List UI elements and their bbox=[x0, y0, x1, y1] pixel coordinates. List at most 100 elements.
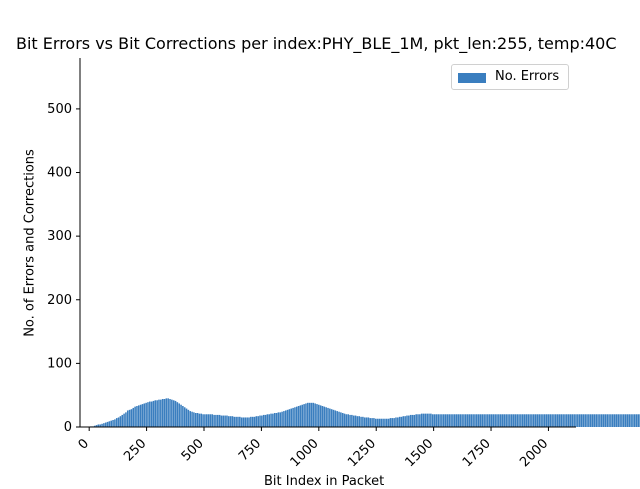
chart-title: Bit Errors vs Bit Corrections per index:… bbox=[16, 34, 617, 53]
error-bar bbox=[114, 419, 116, 427]
error-bar bbox=[380, 419, 382, 427]
error-bar bbox=[127, 410, 129, 427]
error-bar bbox=[369, 418, 371, 427]
error-bar bbox=[287, 410, 289, 427]
error-bar bbox=[237, 417, 239, 427]
error-bar bbox=[467, 414, 469, 427]
error-bar bbox=[151, 402, 153, 427]
error-bar bbox=[428, 414, 430, 427]
error-bar bbox=[443, 414, 445, 427]
error-bar bbox=[496, 414, 498, 427]
error-bar bbox=[338, 412, 340, 427]
error-bar bbox=[386, 419, 388, 427]
error-bar bbox=[390, 418, 392, 427]
error-bar bbox=[555, 414, 557, 427]
error-bar bbox=[144, 403, 146, 427]
error-bar bbox=[252, 417, 254, 427]
error-bar bbox=[557, 414, 559, 427]
error-bar bbox=[217, 415, 219, 427]
error-bar bbox=[368, 417, 370, 427]
error-bar bbox=[125, 412, 127, 427]
error-bar bbox=[399, 417, 401, 427]
error-bar bbox=[371, 418, 373, 427]
error-bar bbox=[414, 415, 416, 427]
error-bar bbox=[342, 413, 344, 427]
error-bar bbox=[270, 414, 272, 427]
error-bar bbox=[105, 423, 107, 427]
error-bar bbox=[156, 400, 158, 427]
error-bar bbox=[403, 416, 405, 427]
error-bar bbox=[118, 417, 120, 427]
error-bar bbox=[276, 413, 278, 427]
error-bar bbox=[586, 414, 588, 427]
error-bar bbox=[638, 414, 640, 427]
error-bar bbox=[388, 419, 390, 427]
error-bar bbox=[110, 421, 112, 427]
error-bar bbox=[540, 414, 542, 427]
error-bar bbox=[436, 414, 438, 427]
error-bar bbox=[302, 405, 304, 427]
x-tick-label: 2000 bbox=[517, 436, 551, 470]
error-bar bbox=[533, 414, 535, 427]
error-bar bbox=[425, 414, 427, 427]
error-bar bbox=[606, 414, 608, 427]
error-bar bbox=[628, 414, 630, 427]
error-bar bbox=[351, 415, 353, 427]
error-bar bbox=[421, 414, 423, 427]
error-bar bbox=[226, 416, 228, 427]
error-bar bbox=[535, 414, 537, 427]
error-bar bbox=[107, 422, 109, 427]
error-bar bbox=[450, 414, 452, 427]
error-bar bbox=[200, 414, 202, 427]
error-bar bbox=[175, 401, 177, 427]
error-bar bbox=[564, 414, 566, 427]
error-bar bbox=[537, 414, 539, 427]
error-bar bbox=[250, 417, 252, 427]
error-bar bbox=[550, 414, 552, 427]
error-bar bbox=[245, 417, 247, 427]
error-bar bbox=[109, 421, 111, 427]
error-bar bbox=[518, 414, 520, 427]
error-bar bbox=[254, 417, 256, 427]
error-bar bbox=[162, 399, 164, 427]
error-bar bbox=[313, 403, 315, 427]
legend-label: No. Errors bbox=[495, 69, 559, 84]
error-bar bbox=[294, 407, 296, 427]
error-bar bbox=[393, 418, 395, 427]
error-bar bbox=[171, 400, 173, 427]
error-bar bbox=[309, 403, 311, 427]
error-bar bbox=[392, 418, 394, 427]
error-bar bbox=[145, 403, 147, 427]
error-bar bbox=[267, 414, 269, 427]
error-bar bbox=[579, 414, 581, 427]
error-bar bbox=[123, 414, 125, 427]
error-bar bbox=[290, 409, 292, 427]
error-bar bbox=[224, 416, 226, 427]
error-bar bbox=[601, 414, 603, 427]
error-bar bbox=[303, 404, 305, 427]
y-tick-label: 500 bbox=[47, 102, 72, 117]
error-bar bbox=[553, 414, 555, 427]
error-bar bbox=[610, 414, 612, 427]
error-bar bbox=[263, 415, 265, 427]
error-bar bbox=[406, 416, 408, 427]
error-bar bbox=[353, 416, 355, 427]
error-bar bbox=[364, 417, 366, 427]
error-bar bbox=[447, 414, 449, 427]
error-bar bbox=[318, 405, 320, 427]
error-bar bbox=[366, 417, 368, 427]
error-bar bbox=[132, 408, 134, 427]
error-bar bbox=[327, 408, 329, 427]
error-bar bbox=[515, 414, 517, 427]
error-bar bbox=[241, 417, 243, 427]
error-bar bbox=[121, 415, 123, 427]
error-bar bbox=[182, 406, 184, 427]
error-bar bbox=[485, 414, 487, 427]
error-bar bbox=[210, 414, 212, 427]
y-tick-label: 400 bbox=[47, 166, 72, 181]
error-bar bbox=[314, 403, 316, 427]
error-bar bbox=[103, 423, 105, 427]
error-bar bbox=[186, 409, 188, 427]
error-bar bbox=[223, 416, 225, 427]
error-bar bbox=[527, 414, 529, 427]
